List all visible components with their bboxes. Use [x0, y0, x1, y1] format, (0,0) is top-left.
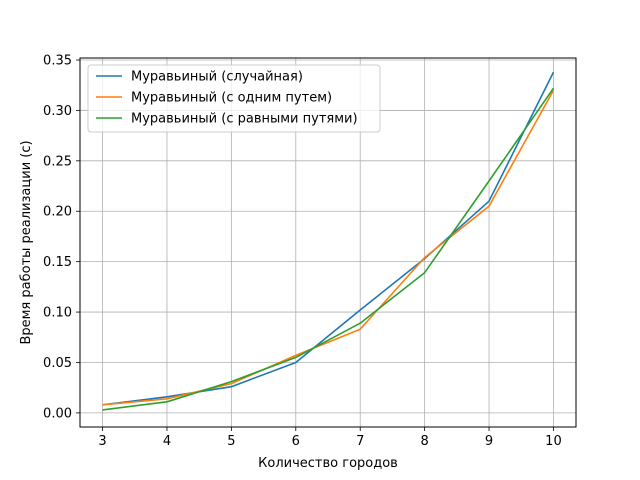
y-tick-label: 0.10 [43, 306, 72, 321]
y-tick-label: 0.15 [43, 255, 72, 270]
x-tick-label: 5 [227, 434, 235, 449]
legend: Муравьиный (случайная) Муравьиный (с одни… [87, 64, 381, 133]
y-tick-label: 0.20 [43, 205, 72, 220]
x-tick-label: 4 [163, 434, 171, 449]
grid-lines [80, 58, 576, 427]
x-axis-label: Количество городов [258, 456, 398, 471]
plot-frame [79, 57, 577, 428]
x-axis-ticks: 3 4 5 6 7 8 9 10 [98, 427, 562, 449]
legend-entry-3: Муравьиный (с равными путями) [131, 112, 358, 127]
legend-box [87, 64, 381, 133]
y-tick-label: 0.35 [43, 54, 72, 69]
y-axis-label: Время работы реализации (с) [19, 140, 34, 344]
x-tick-label: 10 [545, 434, 562, 449]
y-tick-label: 0.25 [43, 154, 72, 169]
x-tick-label: 6 [292, 434, 300, 449]
series-group [102, 71, 555, 411]
y-axis-ticks: 0.00 0.05 0.10 0.15 0.20 0.25 0.30 0.35 [43, 54, 80, 421]
y-tick-label: 0.00 [43, 406, 72, 421]
series-line-2 [102, 89, 555, 406]
y-tick-label: 0.30 [43, 104, 72, 119]
legend-entry-1: Муравьиный (случайная) [131, 70, 303, 85]
series-line-1 [102, 71, 555, 406]
x-tick-label: 3 [98, 434, 106, 449]
x-tick-label: 9 [485, 434, 493, 449]
x-tick-label: 7 [356, 434, 364, 449]
y-tick-label: 0.05 [43, 356, 72, 371]
legend-entry-2: Муравьиный (с одним путем) [131, 91, 332, 106]
series-line-3 [102, 87, 555, 411]
x-tick-label: 8 [420, 434, 428, 449]
